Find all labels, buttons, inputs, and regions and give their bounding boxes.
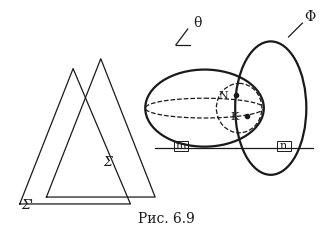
Text: θ: θ [194,16,202,30]
Text: Рис. 6.9: Рис. 6.9 [138,212,194,226]
Text: Σ: Σ [103,156,112,169]
Text: n: n [280,141,287,151]
Text: Σ': Σ' [22,200,34,212]
Text: K: K [231,112,239,122]
Text: m: m [176,141,186,151]
Bar [277,141,290,151]
Text: Φ: Φ [305,10,316,24]
Text: N: N [218,91,228,101]
Bar [174,141,188,151]
